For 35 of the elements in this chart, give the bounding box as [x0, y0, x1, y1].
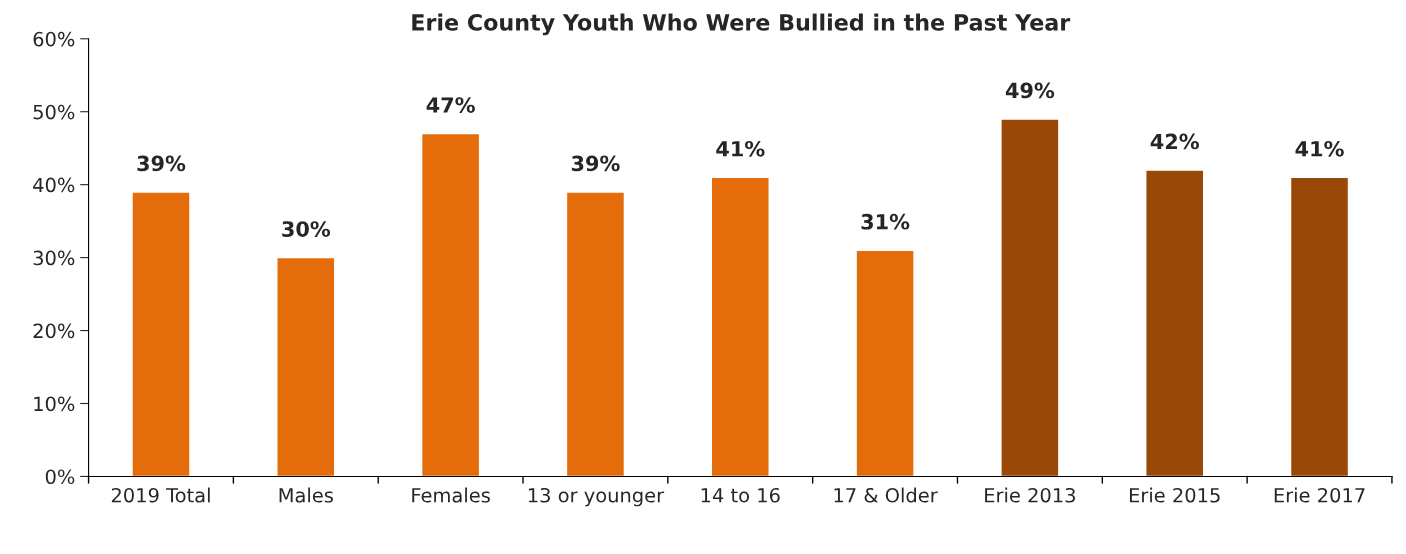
bar — [1145, 169, 1205, 477]
x-tick-label: 17 & Older — [834, 487, 938, 503]
y-tick-label: 50% — [33, 104, 75, 120]
bar — [710, 176, 770, 477]
data-label: 41% — [1295, 140, 1344, 157]
bar — [1000, 118, 1060, 477]
data-label: 42% — [1150, 133, 1199, 150]
data-label: 31% — [861, 213, 910, 230]
y-tick-label: 10% — [34, 396, 75, 412]
data-label: 39% — [137, 155, 186, 172]
bar — [855, 249, 915, 477]
x-tick-label: 13 or younger — [528, 487, 665, 507]
bar — [1289, 176, 1350, 477]
x-tick-label: 2019 Total — [111, 487, 210, 503]
x-tick-label: Females — [412, 487, 490, 503]
x-tick-label: Erie 2017 — [1274, 487, 1365, 503]
x-tick-label: 14 to 16 — [701, 487, 780, 503]
y-tick-label: 0% — [45, 469, 75, 485]
bar — [131, 191, 191, 477]
data-label: 41% — [716, 140, 765, 157]
bar — [420, 132, 481, 477]
data-label: 30% — [282, 221, 331, 237]
data-label: 39% — [571, 155, 620, 172]
bar — [565, 191, 626, 477]
y-tick-label: 20% — [33, 323, 75, 339]
y-tick-label: 30% — [33, 250, 75, 266]
y-tick-label: 40% — [33, 177, 75, 193]
y-tick-label: 60% — [33, 31, 75, 47]
x-tick-label: Erie 2015 — [1129, 487, 1220, 503]
x-tick-label: Males — [279, 487, 333, 503]
bar — [276, 256, 336, 477]
chart-title: Erie County Youth Who Were Bullied in the Past Year — [412, 13, 1071, 36]
x-tick-label: Erie 2013 — [985, 487, 1075, 503]
data-label: 49% — [1005, 82, 1055, 99]
data-label: 47% — [426, 97, 475, 113]
